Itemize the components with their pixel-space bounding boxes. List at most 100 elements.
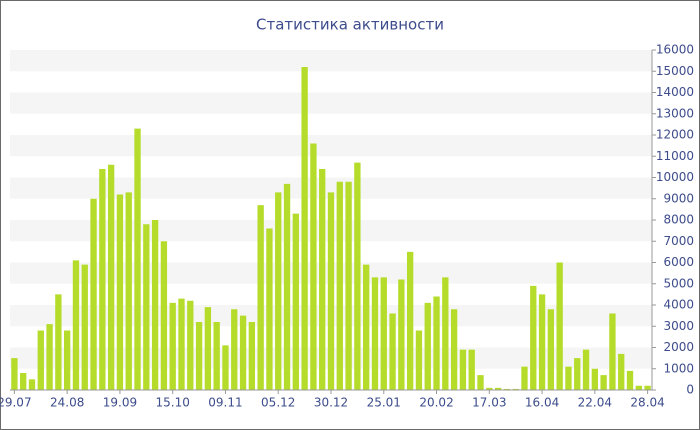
bar <box>55 294 62 390</box>
bar <box>46 324 53 390</box>
bar <box>486 387 493 390</box>
bar <box>28 379 36 390</box>
bar <box>143 224 150 390</box>
bar <box>213 322 220 390</box>
bar <box>618 353 625 390</box>
bar <box>477 375 484 390</box>
bar <box>371 277 379 390</box>
bar <box>442 277 449 390</box>
bar <box>257 205 264 390</box>
bar <box>81 264 88 390</box>
bar <box>582 349 590 390</box>
bar <box>363 264 370 390</box>
bar <box>459 349 467 390</box>
chart-title: Статистика активности <box>256 16 444 34</box>
bar <box>116 194 124 390</box>
bar <box>547 309 555 390</box>
bar <box>503 388 511 390</box>
bar <box>574 358 581 390</box>
grid-band <box>10 135 652 157</box>
y-tick-label: 1000 <box>663 361 694 375</box>
y-tick-label: 11000 <box>656 149 694 163</box>
x-tick-label: 20.02 <box>419 396 453 410</box>
bar <box>310 143 317 390</box>
bar <box>626 370 634 390</box>
bar <box>248 322 256 390</box>
x-tick-label: 24.08 <box>50 396 84 410</box>
bar <box>72 260 80 390</box>
x-tick-label: 22.04 <box>578 396 612 410</box>
bar <box>556 262 563 390</box>
bar <box>20 373 27 390</box>
bar <box>222 345 229 390</box>
bar <box>187 300 194 390</box>
x-tick-label: 05.12 <box>261 396 295 410</box>
x-tick-label: 30.12 <box>314 396 348 410</box>
bar <box>178 298 185 390</box>
y-tick-label: 6000 <box>663 255 694 269</box>
bar <box>415 330 423 390</box>
bar <box>125 192 132 390</box>
y-tick-label: 8000 <box>663 213 694 227</box>
bar <box>565 366 572 390</box>
x-tick-label: 25.01 <box>367 396 401 410</box>
bar <box>204 307 212 390</box>
bar <box>327 192 335 390</box>
bar <box>283 183 291 390</box>
x-tick-label: 16.04 <box>525 396 559 410</box>
y-tick-label: 15000 <box>656 64 694 78</box>
bar <box>99 169 106 390</box>
bar <box>354 162 361 390</box>
bar <box>398 279 405 390</box>
y-tick-label: 13000 <box>656 106 694 120</box>
x-tick-label: 29.07 <box>0 396 32 410</box>
bar <box>345 181 352 390</box>
y-tick-label: 14000 <box>656 85 694 99</box>
bar <box>37 330 44 390</box>
bar <box>406 251 414 390</box>
bar <box>63 330 71 390</box>
bar <box>644 385 651 390</box>
bar <box>107 164 115 390</box>
grid-band <box>10 50 652 72</box>
bar <box>538 294 546 390</box>
bar <box>266 228 273 390</box>
bar <box>195 322 203 390</box>
bar <box>90 198 97 390</box>
y-tick-label: 5000 <box>663 276 694 290</box>
bar <box>160 241 168 390</box>
y-tick-label: 7000 <box>663 234 694 248</box>
bar <box>231 309 238 390</box>
bar <box>600 375 607 390</box>
x-tick-label: 17.03 <box>472 396 506 410</box>
bar <box>609 313 616 390</box>
bar <box>292 213 299 390</box>
bar <box>424 302 431 390</box>
y-tick-label: 4000 <box>663 298 694 312</box>
bar <box>319 169 326 390</box>
grid-band <box>10 177 652 199</box>
y-tick-label: 0 <box>686 383 694 397</box>
bar <box>275 192 282 390</box>
bar <box>380 277 387 390</box>
grid <box>10 50 652 369</box>
x-tick-label: 15.10 <box>156 396 190 410</box>
bar <box>530 285 537 390</box>
y-tick-label: 9000 <box>663 191 694 205</box>
y-tick-label: 3000 <box>663 319 694 333</box>
y-tick-label: 2000 <box>663 340 694 354</box>
x-tick-label: 28.04 <box>630 396 664 410</box>
x-tick-label: 19.09 <box>103 396 137 410</box>
bar <box>521 366 528 390</box>
x-tick-label: 09.11 <box>208 396 242 410</box>
bar <box>151 220 159 390</box>
y-tick-label: 10000 <box>656 170 694 184</box>
bar <box>450 309 458 390</box>
bar <box>239 315 247 390</box>
bar <box>301 67 308 390</box>
bar <box>134 128 141 390</box>
bar <box>389 313 396 390</box>
bar <box>468 349 475 390</box>
